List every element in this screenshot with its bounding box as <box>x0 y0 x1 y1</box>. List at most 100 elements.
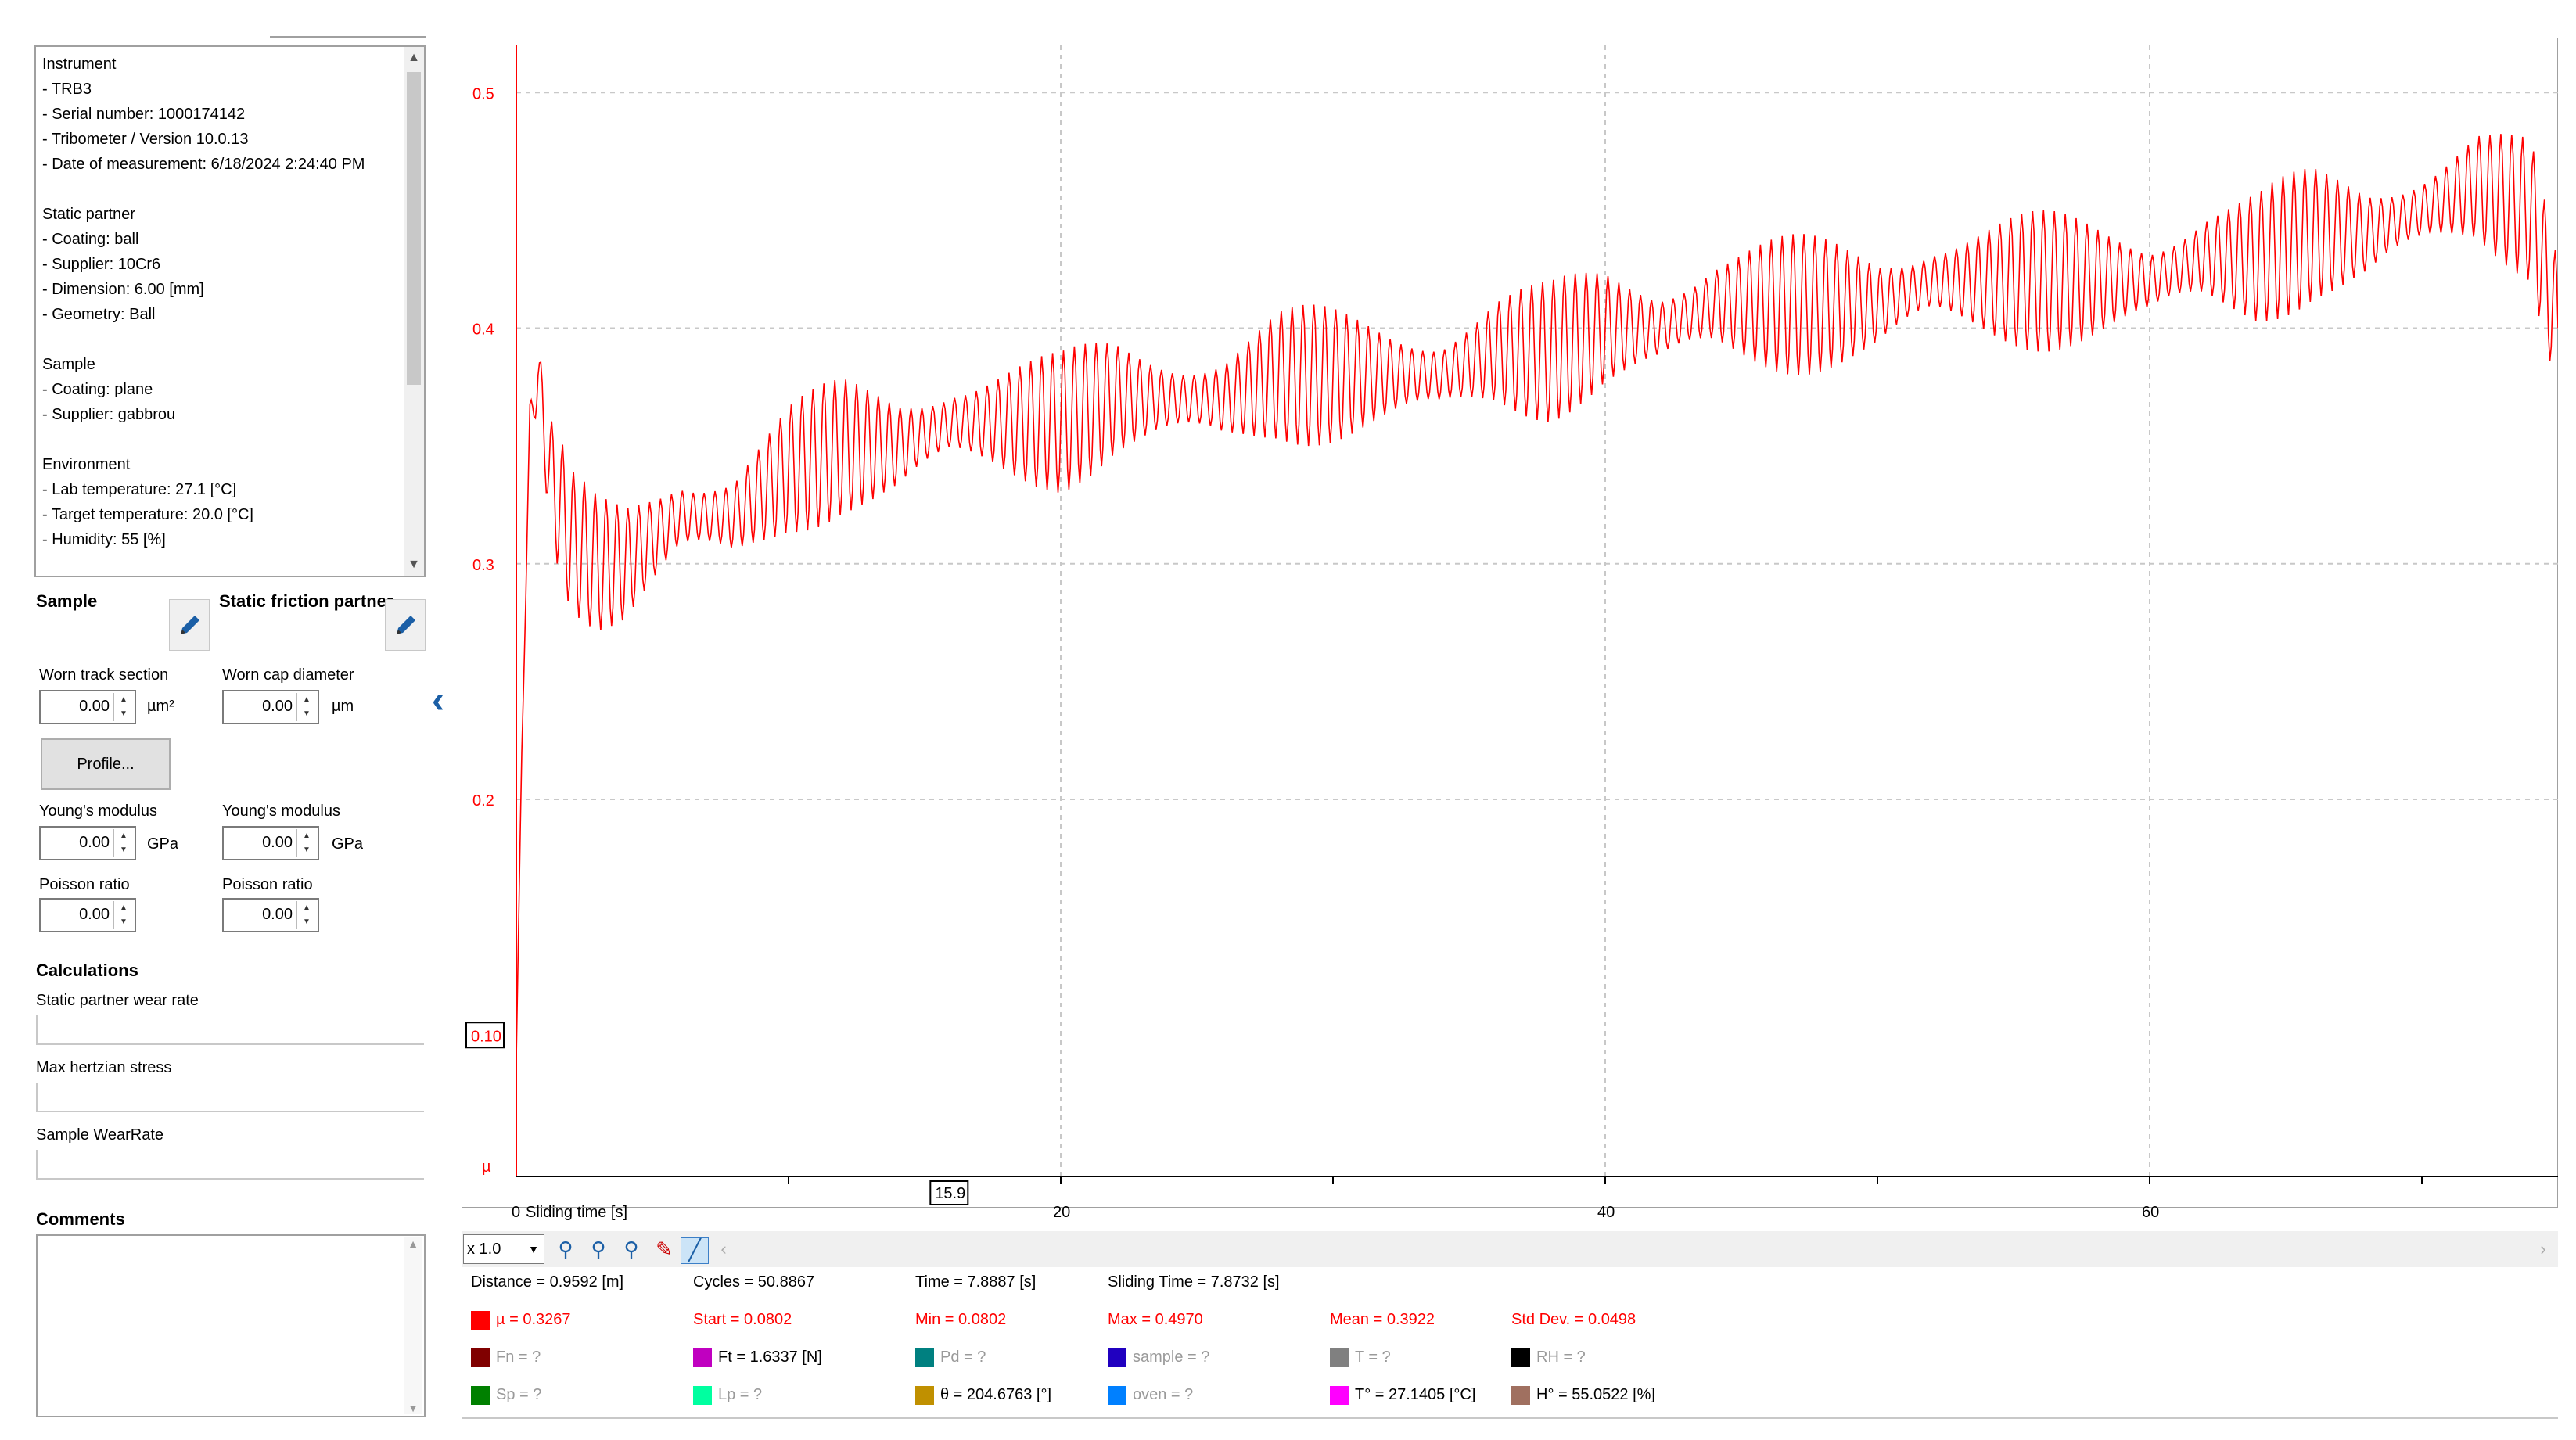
mu-swatch[interactable] <box>471 1311 490 1330</box>
sample-youngs-value: 0.00 <box>79 834 110 851</box>
comments-scrollbar[interactable]: ▲ ▼ <box>404 1237 422 1414</box>
scroll-up-icon[interactable]: ▲ <box>408 51 420 64</box>
info-scrollbar[interactable]: ▲ ▼ <box>404 47 424 576</box>
info-line: Static partner <box>42 206 135 223</box>
partner-title: Static friction partner <box>219 591 393 611</box>
stepper-up-icon[interactable]: ▲ <box>120 695 128 704</box>
partner-poisson-stepper[interactable]: 0.00 ▲ ▼ <box>222 898 319 932</box>
pd-swatch[interactable] <box>915 1348 934 1367</box>
pencil-icon <box>181 616 199 634</box>
zoom-select[interactable]: x 1.0 ▼ <box>463 1234 544 1264</box>
chevron-down-icon: ▼ <box>528 1243 539 1255</box>
info-line: - Coating: plane <box>42 381 153 398</box>
partner-poisson-label: Poisson ratio <box>222 876 313 893</box>
profile-button[interactable]: Profile... <box>41 738 171 790</box>
stepper-down-icon[interactable]: ▼ <box>303 918 311 926</box>
lp-stat: Lp = ? <box>718 1386 763 1403</box>
comments-textarea[interactable]: ▲ ▼ <box>36 1234 426 1417</box>
cycles-stat: Cycles = 50.8867 <box>693 1273 815 1291</box>
theta-swatch[interactable] <box>915 1386 934 1405</box>
zoom-in-icon[interactable]: ⚲ <box>591 1237 606 1261</box>
stepper-down-icon[interactable]: ▼ <box>120 709 128 718</box>
scroll-left-icon[interactable]: ‹ <box>720 1239 727 1259</box>
fn-swatch[interactable] <box>471 1348 490 1367</box>
worn-track-unit: µm² <box>147 698 174 715</box>
stepper-down-icon[interactable]: ▼ <box>120 846 128 854</box>
rh-swatch[interactable] <box>1511 1348 1530 1367</box>
sample-poisson-stepper[interactable]: 0.00 ▲ ▼ <box>39 898 136 932</box>
partner-youngs-unit: GPa <box>332 835 364 853</box>
worn-track-label: Worn track section <box>39 666 169 684</box>
tdeg-stat: T° = 27.1405 [°C] <box>1355 1386 1476 1403</box>
sliding-time-stat: Sliding Time = 7.8732 [s] <box>1108 1273 1280 1291</box>
sample-wear-field[interactable] <box>36 1150 424 1180</box>
stepper-up-icon[interactable]: ▲ <box>303 831 311 840</box>
tdeg-swatch[interactable] <box>1330 1386 1349 1405</box>
zoom-fit-icon[interactable]: ⚲ <box>623 1237 639 1261</box>
info-line: - Supplier: 10Cr6 <box>42 256 161 273</box>
min-stat: Min = 0.0802 <box>915 1311 1007 1328</box>
scroll-down-icon[interactable]: ▼ <box>408 558 420 571</box>
t-stat: T = ? <box>1355 1348 1391 1366</box>
scroll-down-icon[interactable]: ▼ <box>408 1402 419 1414</box>
stepper-up-icon[interactable]: ▲ <box>120 831 128 840</box>
scroll-thumb[interactable] <box>407 72 421 385</box>
edit-sample-button[interactable] <box>169 599 210 651</box>
x-tick-label: 20 <box>1053 1204 1070 1221</box>
lp-swatch[interactable] <box>693 1386 712 1405</box>
top-divider <box>270 36 426 38</box>
info-line: - Supplier: gabbrou <box>42 406 176 423</box>
zoom-out-icon[interactable]: ⚲ <box>558 1237 573 1261</box>
info-line: - Target temperature: 20.0 [°C] <box>42 506 253 523</box>
x-tick-label: 0 <box>512 1204 520 1221</box>
cursor-y-label: 0.10 <box>471 1028 501 1045</box>
ft-swatch[interactable] <box>693 1348 712 1367</box>
stepper-down-icon[interactable]: ▼ <box>120 918 128 926</box>
info-line: - Date of measurement: 6/18/2024 2:24:40… <box>42 156 365 173</box>
stepper-up-icon[interactable]: ▲ <box>303 903 311 912</box>
collapse-panel-icon[interactable]: ‹ <box>432 680 444 721</box>
sample-stat: sample = ? <box>1133 1348 1210 1366</box>
chart-toolbar: x 1.0 ▼ ⚲ ⚲ ⚲ ✎ ╱ ‹ › <box>462 1231 2558 1267</box>
stepper-down-icon[interactable]: ▼ <box>303 709 311 718</box>
edit-partner-button[interactable] <box>385 599 426 651</box>
friction-series-line <box>516 134 2558 1059</box>
partner-youngs-label: Young's modulus <box>222 803 340 820</box>
start-stat: Start = 0.0802 <box>693 1311 792 1328</box>
y-tick-label: 0.4 <box>472 321 494 339</box>
info-line: - Tribometer / Version 10.0.13 <box>42 131 249 148</box>
sample-swatch[interactable] <box>1108 1348 1126 1367</box>
info-line <box>42 427 394 452</box>
sample-youngs-stepper[interactable]: 0.00 ▲ ▼ <box>39 826 136 860</box>
x-tick-label: 40 <box>1597 1204 1615 1221</box>
scroll-up-icon[interactable]: ▲ <box>408 1237 419 1250</box>
static-wear-field[interactable] <box>36 1015 424 1045</box>
zoom-value: x 1.0 <box>467 1241 501 1258</box>
sample-youngs-unit: GPa <box>147 835 179 853</box>
worn-cap-label: Worn cap diameter <box>222 666 354 684</box>
comments-title: Comments <box>36 1209 125 1229</box>
hdeg-swatch[interactable] <box>1511 1386 1530 1405</box>
stepper-up-icon[interactable]: ▲ <box>303 695 311 704</box>
line-tool-icon[interactable]: ╱ <box>681 1237 709 1264</box>
sp-swatch[interactable] <box>471 1386 490 1405</box>
measurement-info-box[interactable]: Instrument - TRB3 - Serial number: 1000174… <box>34 45 426 577</box>
worn-track-stepper[interactable]: 0.00 ▲ ▼ <box>39 690 136 724</box>
partner-youngs-stepper[interactable]: 0.00 ▲ ▼ <box>222 826 319 860</box>
hertz-field[interactable] <box>36 1083 424 1112</box>
stepper-down-icon[interactable]: ▼ <box>303 846 311 854</box>
info-line: Sample <box>42 356 95 373</box>
oven-swatch[interactable] <box>1108 1386 1126 1405</box>
worn-cap-unit: µm <box>332 698 354 715</box>
scroll-right-icon[interactable]: › <box>2540 1239 2546 1259</box>
stepper-up-icon[interactable]: ▲ <box>120 903 128 912</box>
worn-cap-stepper[interactable]: 0.00 ▲ ▼ <box>222 690 319 724</box>
rh-stat: RH = ? <box>1536 1348 1586 1366</box>
marker-icon[interactable]: ✎ <box>656 1237 673 1261</box>
distance-stat: Distance = 0.9592 [m] <box>471 1273 624 1291</box>
sample-wear-label: Sample WearRate <box>36 1126 164 1144</box>
friction-chart[interactable]: 0.2 0.3 0.4 0.5 0 20 40 60 Sliding time [s] µ 15.9… <box>462 38 2558 1234</box>
hertz-label: Max hertzian stress <box>36 1059 172 1076</box>
partner-youngs-value: 0.00 <box>262 834 293 851</box>
t-swatch[interactable] <box>1330 1348 1349 1367</box>
